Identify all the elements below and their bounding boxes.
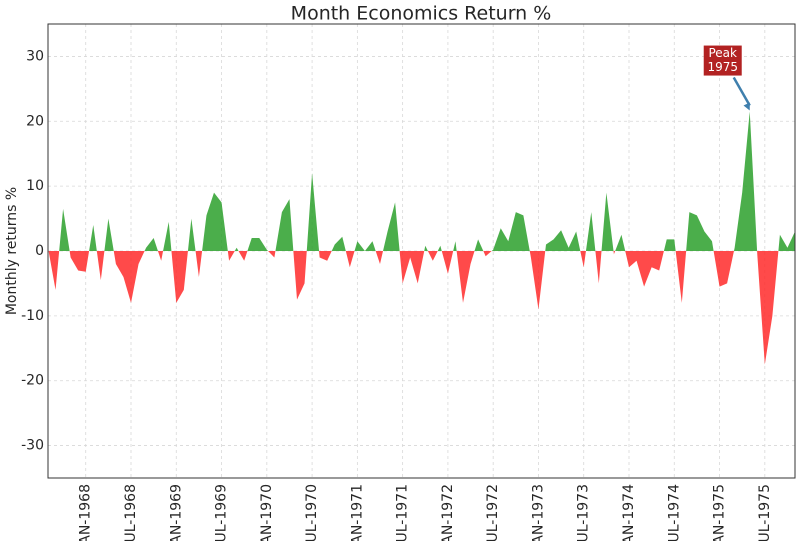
annotation-arrow (732, 76, 751, 107)
x-tick-label: JUL-1969 (214, 484, 230, 541)
y-tick-label: 10 (26, 178, 44, 194)
y-tick-label: -30 (21, 438, 44, 454)
x-tick-label: JAN-1973 (530, 484, 546, 541)
x-tick-label: JAN-1972 (440, 484, 456, 541)
x-tick-label: JUL-1971 (395, 484, 411, 541)
negative-area (48, 251, 795, 365)
x-tick-label: JAN-1971 (349, 484, 365, 541)
x-tick-label: JUL-1975 (757, 484, 773, 541)
y-tick-label: 20 (26, 113, 44, 129)
x-tick-label: JUL-1970 (304, 484, 320, 541)
chart-title: Month Economics Return % (291, 3, 552, 25)
x-tick-label: JUL-1973 (576, 484, 592, 541)
x-tick-label: JUL-1974 (666, 484, 682, 541)
plot-frame (47, 23, 796, 479)
annotation-box (703, 45, 742, 76)
x-tick-label: JAN-1974 (621, 484, 637, 541)
x-tick-label: JAN-1975 (712, 484, 728, 541)
x-tick-label: JAN-1969 (168, 484, 184, 541)
y-tick-label: -10 (21, 308, 44, 324)
positive-area (48, 111, 795, 251)
x-tick-label: JUL-1972 (485, 484, 501, 541)
x-tick-label: JAN-1970 (259, 484, 275, 541)
y-tick-label: -20 (21, 373, 44, 389)
annotation-arrowhead (743, 102, 750, 111)
y-axis-label: Monthly returns % (4, 187, 20, 315)
annotation-text: Peak (708, 46, 737, 60)
annotation-text: 1975 (707, 60, 738, 74)
x-tick-label: JAN-1968 (78, 484, 94, 541)
y-tick-label: 0 (35, 243, 44, 259)
x-tick-label: JUL-1968 (123, 484, 139, 541)
y-tick-label: 30 (26, 48, 44, 64)
